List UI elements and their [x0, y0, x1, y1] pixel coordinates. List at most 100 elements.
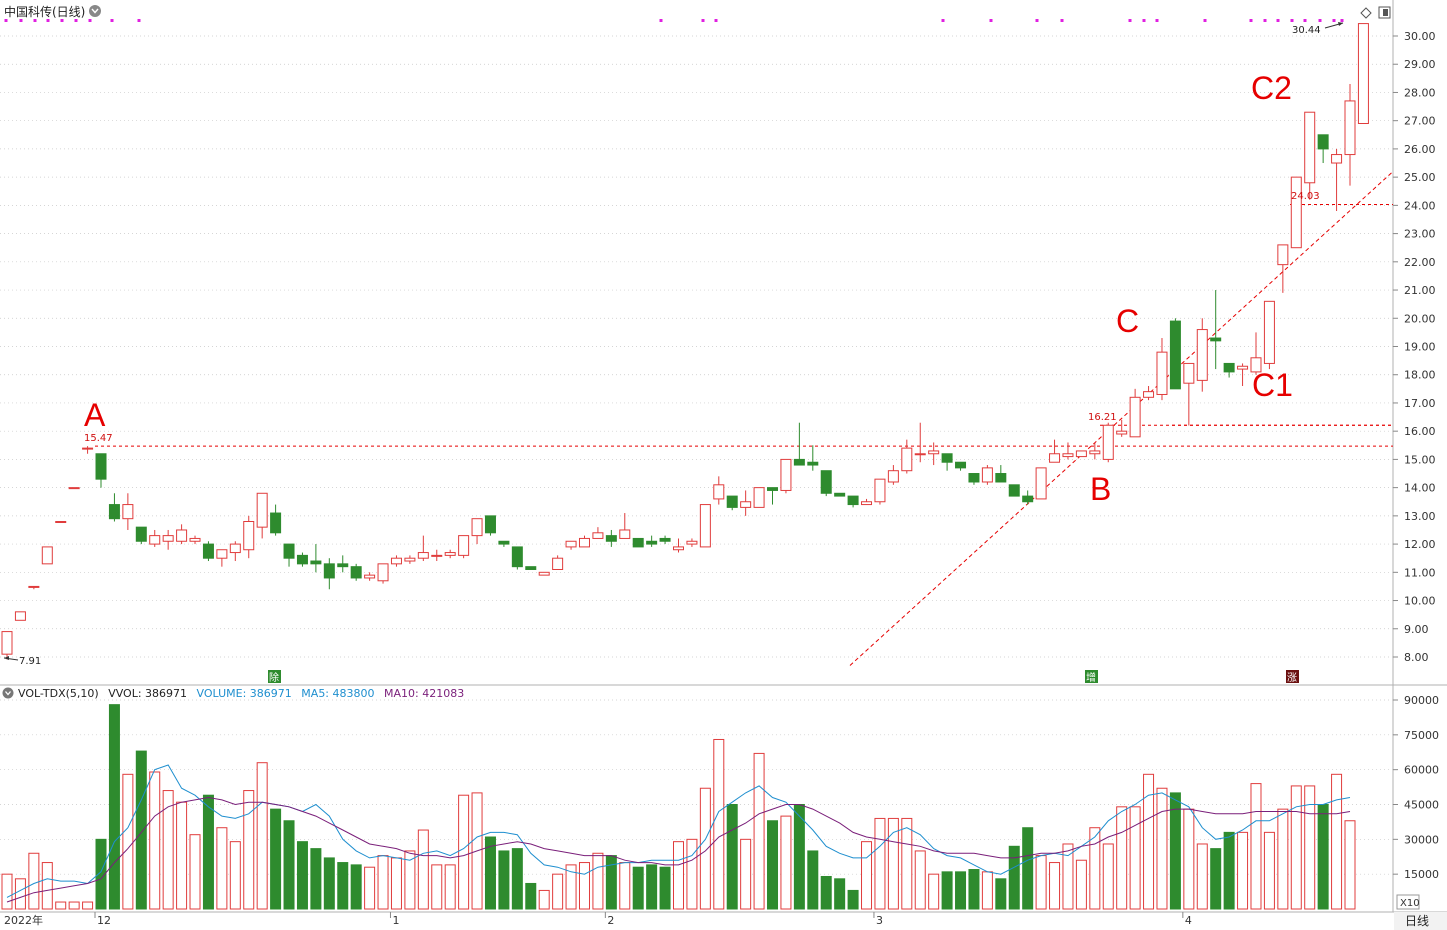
candle — [471, 518, 483, 545]
candle — [176, 524, 188, 545]
volume-bar — [1169, 792, 1181, 910]
candle — [41, 546, 53, 565]
candle — [740, 490, 752, 516]
volume-bar — [484, 836, 496, 910]
volume-bar — [1331, 773, 1343, 910]
candlestick-series — [1, 23, 1369, 660]
signal-marker — [33, 19, 37, 22]
volume-bar — [82, 901, 94, 910]
candle — [1169, 318, 1181, 390]
candle — [68, 487, 80, 490]
volume-tick-label: 30000 — [1404, 833, 1439, 846]
candle — [995, 465, 1007, 483]
candle — [1331, 148, 1343, 212]
volume-bar — [95, 838, 107, 910]
time-label: 2022年 — [4, 913, 43, 927]
candle — [699, 504, 711, 548]
trendline-segment — [849, 171, 1394, 666]
support-resistance-lines — [95, 204, 1393, 447]
candle — [202, 541, 214, 562]
price-tick-label: 20.00 — [1404, 312, 1436, 325]
title-dropdown-icon[interactable] — [89, 5, 101, 17]
event-marker-increase[interactable]: 增 — [1085, 670, 1098, 684]
volume-bar — [1277, 808, 1289, 910]
candle — [122, 493, 134, 530]
svg-text:涨: 涨 — [1287, 672, 1297, 684]
price-tick-label: 16.00 — [1404, 425, 1436, 438]
candle — [1089, 442, 1101, 460]
price-tick-label: 10.00 — [1404, 595, 1436, 608]
volume-bar — [834, 878, 846, 910]
event-marker-rise[interactable]: 涨 — [1286, 670, 1299, 684]
signal-marker — [1303, 19, 1307, 22]
price-tick-label: 12.00 — [1404, 538, 1436, 551]
time-axis-labels: 2022年 12 1 2 3 4 — [4, 912, 1192, 927]
volume-bar — [1223, 831, 1235, 910]
volume-bar — [901, 817, 913, 910]
candle — [928, 442, 940, 466]
annotation-c2: C2 — [1251, 70, 1292, 106]
candle — [673, 538, 684, 553]
candle — [1075, 450, 1087, 458]
candle — [834, 492, 846, 497]
volume-bar — [968, 869, 980, 910]
signal-marker — [74, 19, 78, 22]
volume-bar — [68, 901, 80, 910]
volume-unit-label: X10 — [1400, 898, 1420, 909]
candle — [1049, 439, 1061, 463]
volume-bar — [686, 838, 698, 910]
candle — [592, 527, 604, 539]
candle — [901, 439, 913, 474]
price-tick-label: 26.00 — [1404, 143, 1436, 156]
volume-bar — [565, 864, 577, 910]
volume-bar — [337, 862, 349, 910]
price-tick-label: 15.00 — [1404, 453, 1436, 466]
volume-bar — [1183, 808, 1195, 910]
signal-marker — [1035, 19, 1039, 22]
ma5-value: MA5: 483800 — [301, 687, 374, 700]
volume-bar — [189, 834, 201, 910]
candle — [377, 563, 389, 584]
volume-bar — [1250, 783, 1262, 910]
candle — [941, 453, 953, 471]
signal-marker — [19, 19, 23, 22]
candle — [95, 453, 107, 488]
period-label: 日线 — [1405, 914, 1429, 928]
candle — [1035, 467, 1047, 500]
ma10-line — [6, 796, 1351, 903]
candle — [350, 563, 362, 581]
ma5-line — [6, 764, 1351, 898]
window-restore-icon[interactable] — [1378, 6, 1391, 19]
price-tick-label: 27.00 — [1404, 115, 1436, 128]
diamond-icon[interactable] — [1360, 7, 1372, 19]
candle — [1250, 332, 1262, 375]
volume-bar — [243, 790, 255, 910]
annotation-b: B — [1090, 471, 1111, 507]
volume-bar — [270, 808, 282, 910]
volume-bar — [874, 817, 886, 910]
volume-bar — [592, 852, 604, 910]
volume-bar — [404, 850, 416, 910]
volume-bar — [605, 855, 617, 910]
signal-marker — [1318, 19, 1322, 22]
high-arrow-icon — [1324, 22, 1344, 29]
volume-bar — [619, 862, 631, 910]
price-label-high: 30.44 — [1292, 25, 1321, 36]
volume-bar — [444, 864, 456, 910]
candle — [565, 540, 577, 550]
volume-indicator-icon[interactable] — [2, 687, 14, 699]
volume-unit-box — [1396, 894, 1420, 910]
price-tick-label: 24.00 — [1404, 199, 1436, 212]
candle — [417, 535, 429, 562]
candle — [887, 465, 899, 485]
candle — [390, 555, 402, 567]
signal-markers — [4, 19, 1344, 22]
candle — [1223, 362, 1235, 378]
volume-bar — [28, 852, 40, 910]
event-marker-ex-dividend[interactable]: 除 — [268, 670, 281, 684]
volume-bar — [1304, 785, 1316, 910]
period-tab[interactable] — [1394, 912, 1447, 930]
candle — [283, 543, 295, 567]
low-arrow-icon — [3, 656, 19, 661]
